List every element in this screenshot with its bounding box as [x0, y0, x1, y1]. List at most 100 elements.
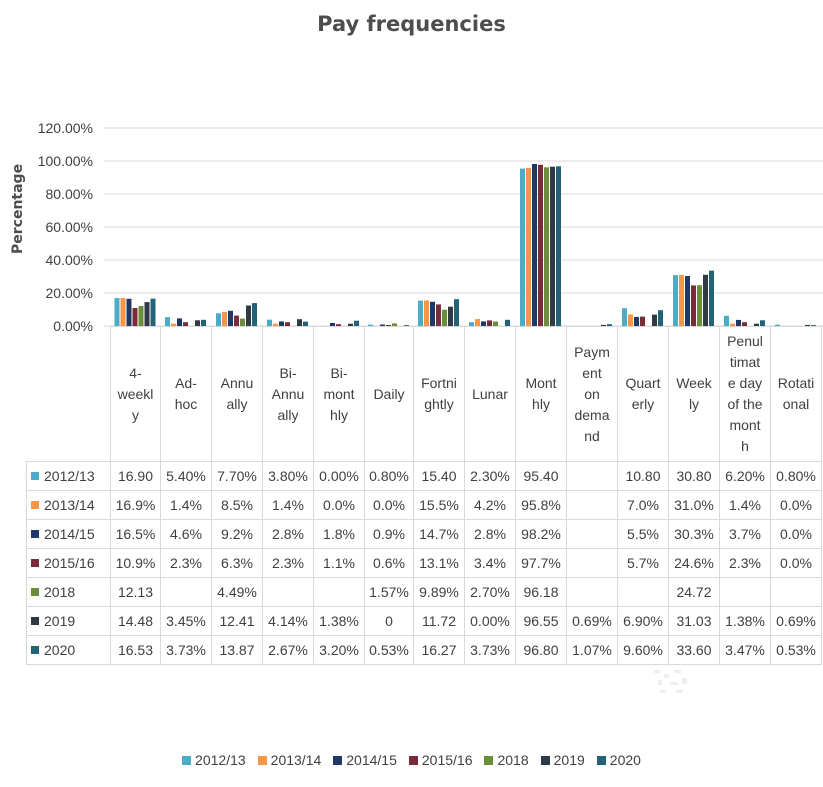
bar [138, 306, 144, 326]
legend-swatch [182, 755, 192, 765]
series-label: 2012/13 [26, 461, 111, 491]
data-label: 0 [364, 606, 414, 636]
bar [673, 275, 678, 326]
data-label [770, 577, 822, 607]
data-label: 6.3% [211, 548, 263, 578]
series-swatch [31, 646, 39, 655]
y-tick-labels: 0.00% 20.00% 40.00% 60.00% 80.00% 100.00% 120.… [38, 120, 93, 334]
bar [487, 320, 492, 326]
bar [330, 323, 335, 326]
data-label: 12.13 [110, 577, 161, 607]
data-label: 0.53% [364, 635, 414, 665]
bar [538, 164, 543, 326]
series-name: 2014/15 [44, 526, 95, 542]
data-label: 0.0% [313, 490, 365, 520]
bar [805, 324, 810, 326]
bar [424, 300, 429, 326]
y-tick-label: 80.00% [46, 186, 93, 202]
data-label: 10.80 [617, 461, 669, 491]
bar [267, 319, 272, 326]
data-label: 1.1% [313, 548, 365, 578]
data-label: 95.40 [515, 461, 567, 491]
legend-swatch [333, 755, 343, 765]
series-name: 2015/16 [44, 555, 95, 571]
data-label: 7.70% [211, 461, 263, 491]
data-label: 10.9% [110, 548, 161, 578]
data-label: 33.60 [668, 635, 720, 665]
data-label: 0.00% [464, 606, 516, 636]
bar [279, 321, 284, 326]
bar [418, 300, 423, 326]
bar [601, 324, 606, 326]
data-label: 2.3% [719, 548, 771, 578]
bar [442, 309, 447, 326]
legend-item: 2020 [596, 752, 641, 768]
x-tick-label: Paym ent on dema nd [566, 326, 618, 462]
data-label: 1.4% [719, 490, 771, 520]
bar [354, 320, 359, 326]
x-tick-label: Fortni ghtly [413, 326, 465, 462]
data-label: 0.00% [313, 461, 365, 491]
data-label: 5.7% [617, 548, 669, 578]
data-label: 97.7% [515, 548, 567, 578]
data-label: 2.70% [464, 577, 516, 607]
data-label: 0.0% [364, 490, 414, 520]
legend-swatch [596, 755, 606, 765]
data-label: 3.73% [160, 635, 212, 665]
data-table: 4- weekl y Ad-hoc Annu ally Bi- Annu ally Bi-mont… [26, 326, 822, 665]
x-tick-label: Quart erly [617, 326, 669, 462]
y-tick-label: 120.00% [38, 120, 93, 136]
bar [216, 313, 221, 326]
bar [493, 321, 498, 326]
bar [132, 308, 138, 326]
data-label: 30.80 [668, 461, 720, 491]
legend-label: 2015/16 [421, 752, 473, 768]
bar [454, 299, 459, 326]
table-row: 2014/15 16.5% 4.6% 9.2% 2.8% 1.8% 0.9% 14.7% 2.8… [26, 519, 822, 549]
bar [634, 316, 639, 326]
legend-item: 2015/16 [408, 752, 473, 768]
bar [404, 325, 409, 326]
data-label: 0.0% [770, 519, 822, 549]
data-label: 13.1% [413, 548, 465, 578]
bar [658, 310, 663, 326]
bar [697, 285, 702, 326]
watermark-mark [654, 670, 687, 693]
y-tick-label: 20.00% [46, 285, 93, 301]
data-label: 0.80% [364, 461, 414, 491]
bar [481, 321, 486, 326]
data-label: 14.48 [110, 606, 161, 636]
series-name: 2019 [44, 613, 76, 629]
series-swatch [31, 559, 39, 568]
data-label: 31.0% [668, 490, 720, 520]
bar [114, 298, 120, 326]
data-label: 0.0% [770, 490, 822, 520]
data-label: 15.40 [413, 461, 465, 491]
bar [475, 319, 480, 326]
data-label: 1.4% [160, 490, 212, 520]
data-label: 16.90 [110, 461, 161, 491]
data-label: 24.6% [668, 548, 720, 578]
bar [709, 270, 714, 326]
bar [336, 324, 341, 326]
x-tick-label: Rotati onal [770, 326, 822, 462]
data-label: 9.89% [413, 577, 465, 607]
bar [691, 285, 696, 326]
table-row: 2019 14.48 3.45% 12.41 4.14% 1.38% 0 11.72 0.00%… [26, 606, 822, 636]
series-swatch [31, 530, 39, 539]
data-label: 24.72 [668, 577, 720, 607]
data-label: 14.7% [413, 519, 465, 549]
series-label: 2018 [26, 577, 111, 607]
data-label: 96.55 [515, 606, 567, 636]
bar [436, 304, 441, 326]
bar [297, 319, 302, 326]
data-label: 6.90% [617, 606, 669, 636]
data-label: 1.38% [313, 606, 365, 636]
x-tick-label: Bi-mont hly [313, 326, 365, 462]
table-row: 2013/14 16.9% 1.4% 8.5% 1.4% 0.0% 0.0% 15.5% 4.2… [26, 490, 822, 520]
bar [754, 323, 759, 326]
data-label [566, 548, 618, 578]
legend-item: 2018 [484, 752, 529, 768]
gridlines [104, 127, 823, 327]
bar [550, 166, 555, 326]
